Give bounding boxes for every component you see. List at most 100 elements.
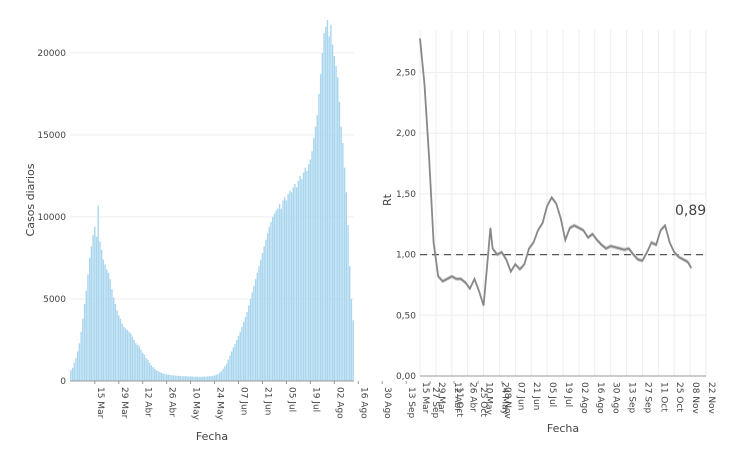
bar-chart-bar (328, 36, 330, 382)
bar-chart-bar (254, 279, 257, 381)
rt-chart-x-tick: 10 May (484, 382, 494, 416)
bar-chart-x-tick: 08 Nov (502, 387, 512, 420)
bar-chart-bar (270, 221, 272, 381)
bar-chart-bar (88, 257, 91, 381)
rt-chart-x-tick: 11 Oct (658, 382, 668, 412)
bar-chart-bar (347, 225, 349, 381)
bar-chart-bar (289, 190, 291, 381)
bar-chart-x-tick: 05 Jul (286, 387, 296, 412)
rt-chart-x-tick: 15 Mar (420, 382, 430, 414)
rt-chart-x-tick: 02 Ago (579, 382, 589, 414)
bar-chart-bar (311, 151, 313, 381)
bar-chart-bar (350, 298, 353, 381)
rt-chart-x-tick: 30 Ago (611, 382, 621, 414)
bar-chart-bar (258, 266, 260, 381)
bar-chart-bar (266, 233, 269, 381)
bar-chart-bar (306, 170, 308, 381)
bar-chart-bar (304, 167, 306, 381)
bar-chart-bar (236, 339, 238, 381)
rt-last-value-label: 0,89 (675, 203, 706, 219)
bar-chart-bar (203, 376, 206, 381)
rt-chart-x-tick: 24 May (499, 382, 509, 416)
rt-chart-y-tick: 1,50 (396, 190, 416, 200)
bar-chart-bar (70, 370, 72, 381)
bar-chart-bar (176, 375, 178, 381)
rt-line (419, 38, 692, 306)
bar-chart-bar (195, 376, 197, 381)
bar-chart-bar (165, 374, 168, 381)
bar-chart-bar (100, 249, 103, 381)
bar-chart-bar (302, 172, 305, 381)
bar-chart-bar (171, 375, 173, 381)
bar-chart-bar (331, 44, 334, 381)
bar-chart-x-tick: 25 Oct (478, 387, 488, 417)
bar-chart-bar (90, 246, 93, 381)
bar-chart-bar (78, 343, 81, 381)
bar-chart-bar (292, 187, 294, 381)
bar-chart-bar (210, 376, 212, 381)
bar-chart-bar (200, 376, 202, 381)
bar-chart-x-tick: 13 Sep (406, 387, 416, 419)
bar-chart-x-title: Fecha (196, 430, 228, 443)
rt-chart-y-title: Rt (381, 193, 394, 206)
bar-chart-bar (135, 343, 137, 381)
bar-chart-bar (114, 303, 117, 381)
bar-chart-bar (253, 285, 255, 381)
bar-chart-bar (95, 236, 98, 381)
bar-chart-bar (278, 203, 281, 381)
rt-chart-x-tick: 12 Abr (452, 382, 462, 412)
bar-chart-bar (181, 376, 183, 381)
bar-chart-bar (123, 326, 125, 381)
bar-chart-bar (157, 371, 159, 381)
bar-chart-bar (155, 370, 158, 381)
rt-chart-x-tick: 27 Sep (642, 382, 652, 414)
bar-chart-bar (207, 376, 209, 381)
bar-chart-x-tick: 30 Ago (382, 387, 392, 419)
bar-chart-bar (220, 371, 223, 381)
bar-chart-bar (222, 368, 224, 381)
bar-chart-bar (273, 213, 276, 381)
rt-chart-y-tick: 2,00 (396, 129, 416, 139)
bar-chart-bar (99, 241, 101, 381)
bar-chart-bar (87, 274, 89, 381)
bar-chart-x-tick: 24 May (215, 387, 225, 421)
bar-chart-bar (268, 226, 271, 381)
bar-chart-bar (213, 375, 216, 381)
bar-chart-x-tick: 29 Mar (119, 387, 129, 419)
bar-chart-y-tick: 20000 (37, 49, 66, 59)
bar-chart-bar (208, 376, 211, 381)
rt-chart-x-tick: 08 Nov (690, 382, 700, 415)
bar-chart-bar (251, 292, 253, 381)
rt-chart-x-tick: 26 Abr (468, 382, 478, 412)
bar-chart-bar (128, 331, 130, 381)
bar-chart-bar (275, 210, 277, 381)
bar-chart-bar (179, 376, 182, 381)
bar-chart-bar (349, 266, 351, 381)
bar-chart-bar (212, 375, 214, 381)
bar-chart-bar (319, 74, 322, 382)
bar-chart-bar (218, 372, 221, 381)
bar-chart-bar (143, 354, 146, 381)
rt-confidence-band (420, 36, 692, 308)
bar-chart-bar (337, 77, 339, 381)
rt-chart-x-tick: 22 Nov (706, 382, 716, 415)
rt-chart-y-tick: 2,50 (396, 68, 416, 78)
bar-chart-bar (280, 208, 282, 381)
rt-chart-x-tick: 07 Jun (515, 382, 525, 410)
bar-chart-bar (232, 347, 235, 381)
bar-chart-bar (323, 33, 325, 382)
bar-chart-x-tick: 21 Jun (262, 387, 272, 415)
bar-chart-bar (164, 374, 166, 381)
bar-chart-bar (299, 175, 301, 381)
bar-chart-y-tick: 0 (60, 377, 66, 387)
rt-chart-x-tick: 05 Jul (547, 382, 557, 407)
bar-chart-bar (109, 279, 111, 381)
bar-chart-bar (249, 298, 252, 381)
bar-chart-bar (297, 180, 300, 381)
bar-chart-bar (284, 197, 286, 381)
bar-chart-bar (83, 303, 86, 381)
bar-chart-bar (169, 375, 171, 381)
bar-chart-bar (172, 375, 175, 381)
bar-chart-bar (345, 192, 348, 381)
bar-chart-bar (242, 321, 245, 381)
